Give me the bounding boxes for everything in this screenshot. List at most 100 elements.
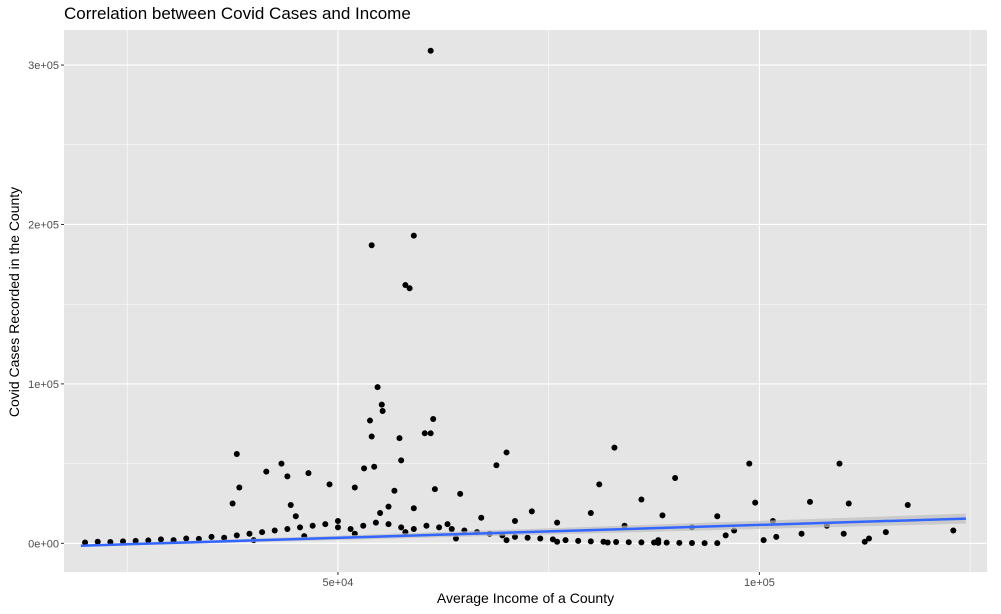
data-point bbox=[233, 451, 240, 458]
data-point bbox=[587, 538, 594, 545]
data-point bbox=[402, 282, 409, 289]
data-point bbox=[746, 460, 753, 467]
data-point bbox=[379, 407, 386, 414]
chart-title: Correlation between Covid Cases and Inco… bbox=[64, 4, 411, 23]
data-point bbox=[351, 484, 358, 491]
plot-panel: 5e+04 1e+05 0e+00 1e+05 2e+05 3e+05 bbox=[28, 30, 987, 589]
data-point bbox=[305, 470, 312, 477]
data-point bbox=[398, 457, 405, 464]
data-point bbox=[882, 529, 889, 536]
data-point bbox=[722, 532, 729, 539]
data-point bbox=[132, 537, 139, 544]
data-point bbox=[554, 538, 561, 545]
data-point bbox=[372, 519, 379, 526]
data-point bbox=[195, 535, 202, 542]
data-point bbox=[430, 415, 437, 422]
data-point bbox=[236, 484, 243, 491]
x-tick-label: 5e+04 bbox=[322, 577, 353, 589]
data-point bbox=[361, 465, 368, 472]
data-point bbox=[284, 525, 291, 532]
data-point bbox=[503, 449, 510, 456]
data-point bbox=[278, 460, 285, 467]
data-point bbox=[183, 535, 190, 542]
data-point bbox=[431, 486, 438, 493]
data-point bbox=[760, 537, 767, 544]
data-point bbox=[208, 533, 215, 540]
data-point bbox=[229, 500, 236, 507]
data-point bbox=[391, 487, 398, 494]
data-point bbox=[157, 536, 164, 543]
data-point bbox=[410, 525, 417, 532]
data-point bbox=[427, 430, 434, 437]
data-point bbox=[752, 499, 759, 506]
data-point bbox=[493, 462, 500, 469]
data-point bbox=[427, 47, 434, 54]
data-point bbox=[322, 521, 329, 528]
data-point bbox=[284, 473, 291, 480]
data-point bbox=[845, 500, 852, 507]
data-point bbox=[360, 522, 367, 529]
data-point bbox=[448, 525, 455, 532]
data-point bbox=[701, 540, 708, 547]
data-point bbox=[271, 527, 278, 534]
data-point bbox=[287, 502, 294, 509]
data-point bbox=[478, 514, 485, 521]
data-point bbox=[421, 430, 428, 437]
data-point bbox=[120, 538, 127, 545]
data-point bbox=[385, 521, 392, 528]
data-point bbox=[714, 513, 721, 520]
data-point bbox=[263, 468, 270, 475]
y-tick-label: 3e+05 bbox=[28, 60, 59, 72]
data-point bbox=[503, 537, 510, 544]
y-tick-label: 1e+05 bbox=[28, 379, 59, 391]
data-point bbox=[611, 444, 618, 451]
data-point bbox=[457, 490, 464, 497]
data-point bbox=[676, 539, 683, 546]
data-point bbox=[861, 538, 868, 545]
data-point bbox=[436, 524, 443, 531]
data-point bbox=[423, 522, 430, 529]
data-point bbox=[326, 481, 333, 488]
data-point bbox=[528, 508, 535, 515]
data-point bbox=[511, 533, 518, 540]
data-point bbox=[368, 433, 375, 440]
data-point bbox=[94, 538, 101, 545]
y-axis-label: Covid Cases Recorded in the County bbox=[6, 186, 22, 418]
data-point bbox=[347, 525, 354, 532]
data-point bbox=[865, 535, 872, 542]
data-point bbox=[406, 285, 413, 292]
data-point bbox=[625, 539, 632, 546]
data-point bbox=[950, 527, 957, 534]
data-point bbox=[82, 539, 89, 546]
data-point bbox=[613, 539, 620, 546]
data-point bbox=[575, 537, 582, 544]
data-point bbox=[562, 537, 569, 544]
data-point bbox=[297, 524, 304, 531]
trend-line bbox=[80, 517, 966, 547]
data-point bbox=[638, 539, 645, 546]
data-point bbox=[292, 513, 299, 520]
data-point bbox=[806, 498, 813, 505]
data-point bbox=[672, 474, 679, 481]
data-point bbox=[638, 496, 645, 503]
data-point bbox=[511, 517, 518, 524]
data-point bbox=[655, 539, 662, 546]
data-point bbox=[714, 540, 721, 547]
data-point bbox=[688, 539, 695, 546]
data-point bbox=[371, 463, 378, 470]
data-point bbox=[246, 530, 253, 537]
data-point bbox=[444, 521, 451, 528]
data-point bbox=[334, 517, 341, 524]
data-point bbox=[663, 539, 670, 546]
data-point bbox=[368, 242, 375, 249]
data-point bbox=[773, 533, 780, 540]
plot-background bbox=[64, 30, 987, 572]
data-point bbox=[604, 539, 611, 546]
x-tick-label: 1e+05 bbox=[744, 577, 775, 589]
data-point bbox=[396, 435, 403, 442]
data-point bbox=[836, 460, 843, 467]
data-point bbox=[309, 522, 316, 529]
data-point bbox=[554, 519, 561, 526]
data-point bbox=[524, 534, 531, 541]
